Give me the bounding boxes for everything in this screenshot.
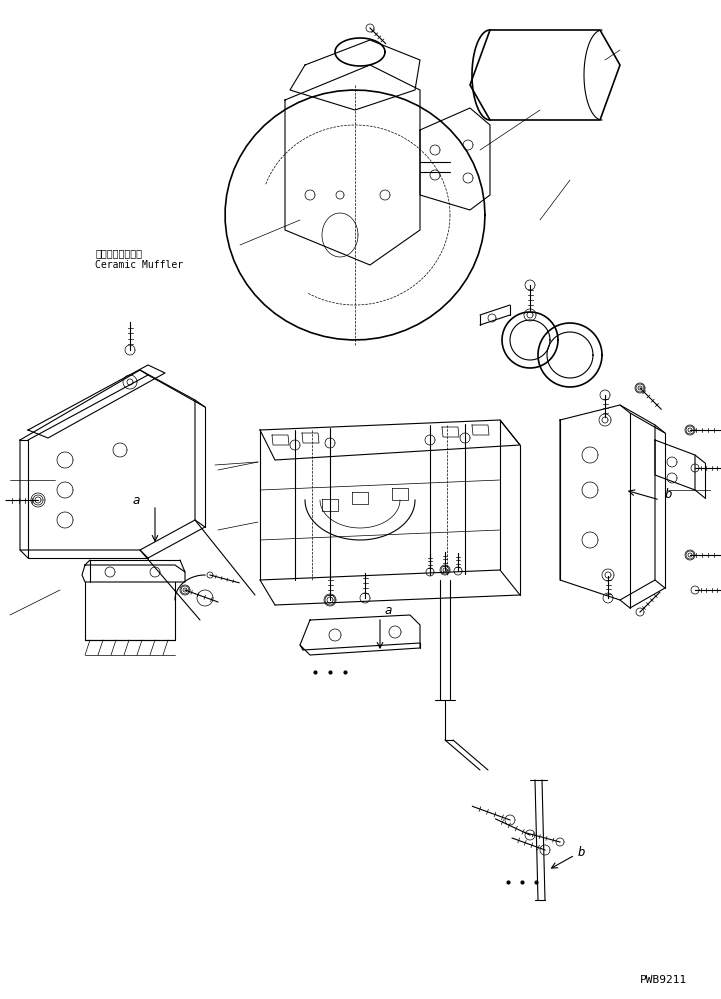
Text: a: a	[133, 494, 140, 506]
Text: PWB9211: PWB9211	[640, 975, 687, 985]
Text: Ceramic Muffler: Ceramic Muffler	[95, 260, 183, 270]
Text: b: b	[578, 845, 585, 858]
Text: b: b	[665, 489, 673, 501]
Text: a: a	[385, 603, 392, 616]
Text: セラミックマフラ: セラミックマフラ	[95, 248, 142, 258]
